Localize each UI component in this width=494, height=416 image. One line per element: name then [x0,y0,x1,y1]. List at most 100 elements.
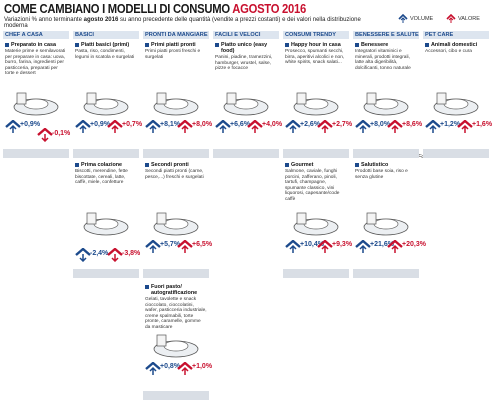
volume-value: +0,8% [160,363,181,370]
column-header: BENESSERE E SALUTE [353,31,419,39]
illustration [149,332,203,358]
stripe [143,149,209,158]
trend-icon [247,119,263,133]
icon-wrap [247,119,263,139]
icon-wrap [215,119,231,139]
illustration [289,90,343,116]
card-description: Accessori, cibo e cura [425,49,472,54]
values-row: +6,6% +4,0% [213,119,283,134]
volume-value: +6,6% [230,121,251,128]
card-description: Integratori vitaminici e minerali, prodo… [355,49,411,71]
valore-value: +4,0% [262,121,283,128]
icon-wrap [317,119,333,139]
volume-value: +10,4% [300,241,324,248]
card: Gourmet Salmone, caviale, funghi porcini,… [283,160,352,278]
volume-value: -2,4% [90,250,109,257]
card-name: Animali domestici [425,42,489,48]
title: COME CAMBIANO I MODELLI DI CONSUMO AGOST… [4,2,306,16]
card-name: Secondi pronti [145,162,209,168]
trend-icon [215,119,231,133]
icon-wrap [177,119,193,139]
title-main: COME CAMBIANO I MODELLI DI CONSUMO [4,2,230,16]
column-header: CONSUMI TRENDY [283,31,349,39]
icon-wrap [285,239,301,259]
stripe [283,149,349,158]
card-description: Prosecco, spumanti secchi, birra, aperit… [285,49,345,66]
card: Benessere Integratori vitaminici e minera… [353,40,423,158]
card-description: Gelati, tavolette e snack cioccolato, ci… [145,297,207,330]
icon-wrap [355,239,371,259]
valore-value: +0,7% [122,121,143,128]
icon-wrap [457,119,473,139]
icon-wrap [387,239,403,259]
icon-wrap [145,361,161,381]
illustration [9,90,63,116]
valore-value: +1,6% [472,121,493,128]
card-name: Salutistico [355,162,419,168]
valore-value: +2,7% [332,121,353,128]
values-row: +10,4% +9,3% [283,239,352,254]
subtitle-post: su anno precedente delle quantità (vendi… [4,17,361,29]
icon-wrap [355,119,371,139]
trend-icon [75,119,91,133]
stripe [283,269,349,278]
subtitle-pre: Variazioni % anno terminante [4,17,84,23]
card: Piatto unico (easy food) Panini, piadine,… [213,40,283,158]
card: Primi piatti pronti Primi piatti pronti f… [143,40,212,158]
icon-wrap [145,119,161,139]
valore-value: +8,6% [402,121,423,128]
stripe [73,149,139,158]
card-description: Biscotti, merendine, fette biscottate, c… [75,169,128,186]
trend-icon [37,127,53,143]
illustration [289,210,343,236]
trend-icon [355,119,371,133]
column-header: PRONTI DA MANGIARE [143,31,209,39]
valore-value: +20,3% [402,241,426,248]
trend-icon [145,361,161,375]
illustration [79,210,133,236]
card-name: Fuori pasto/ autogratificazione [145,284,209,296]
icon-wrap [75,119,91,139]
subtitle-bold: agosto 2016 [83,17,119,23]
illustration [79,90,133,116]
trend-icon [425,119,441,133]
trend-icon [145,239,161,253]
card: Preparato in casa Materie prime e semilav… [3,40,70,158]
column-header: PET CARE [423,31,489,39]
title-highlight: AGOSTO 2016 [232,2,307,16]
trend-icon [317,119,333,133]
stripe [353,269,419,278]
card: Salutistico Prodotti base soia, riso e se… [353,160,426,278]
icon-wrap [145,239,161,259]
card-name: Piatti basici (primi) [75,42,139,48]
values-row: -2,4% -3,8% [73,240,140,263]
stripe [143,391,209,400]
values-row: +8,1% +8,0% [143,119,212,134]
card-description: Salmone, caviale, funghi porcini, zaffer… [285,169,340,202]
illustration [359,210,413,236]
volume-value: +5,7% [160,241,181,248]
card-name: Gourmet [285,162,349,168]
values-row: +5,7% +6,5% [143,239,212,254]
volume-value: +2,6% [300,121,321,128]
stripe [213,149,279,158]
legend-icon [398,14,408,23]
trend-icon [355,239,371,253]
illustration [149,210,203,236]
illustration [429,90,483,116]
illustration [149,90,203,116]
icon-wrap [177,361,193,381]
trend-icon [457,119,473,133]
card: Prima colazione Biscotti, merendine, fett… [73,160,140,278]
legend-label: VALORE [458,15,480,22]
icon-wrap [177,239,193,259]
stripe [423,149,489,158]
stripe [3,149,69,158]
card: Piatti basici (primi) Pasta, riso, condim… [73,40,143,158]
legend-icon [446,14,456,23]
icon-wrap [425,119,441,139]
column-header: CHEF A CASA [3,31,69,39]
icon-wrap [317,239,333,259]
trend-icon [75,247,91,263]
